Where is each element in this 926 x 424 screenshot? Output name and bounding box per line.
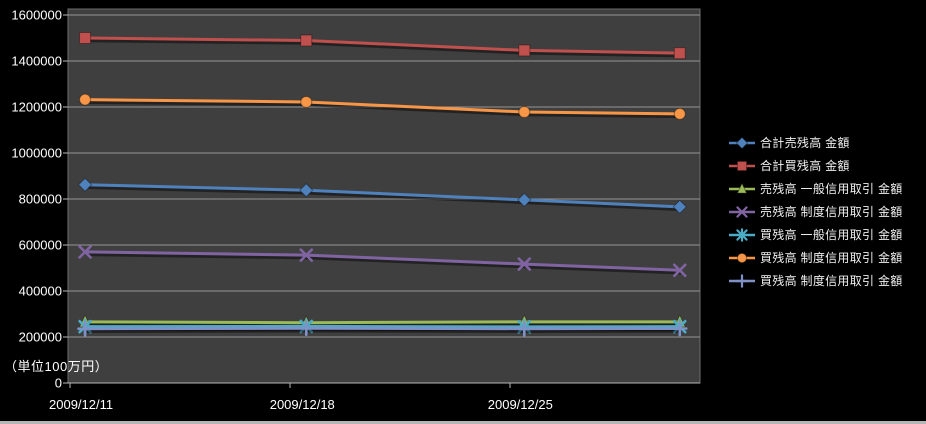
plus-marker-icon — [77, 320, 93, 337]
diamond-marker-icon — [735, 136, 749, 149]
legend-item-label: 合計売残高 金額 — [760, 136, 850, 150]
legend-item: 買残高 制度信用取引 金額 — [728, 246, 924, 269]
square-marker-icon — [79, 32, 92, 44]
square-marker-icon — [518, 44, 531, 57]
legend-item-label: 売残高 制度信用取引 金額 — [760, 205, 903, 219]
legend-triangle-marker-icon — [729, 181, 755, 194]
x-marker-icon — [78, 245, 92, 259]
x-marker-icon — [736, 205, 748, 218]
series-line-shadow — [86, 100, 682, 119]
square-marker-icon — [736, 160, 748, 171]
series-1 — [79, 32, 686, 60]
legend-x-marker-icon — [729, 205, 755, 218]
legend-item-label: 合計買残高 金額 — [760, 159, 850, 173]
x-axis-label: 2009/12/11 — [49, 397, 113, 412]
circle-marker-icon — [300, 95, 313, 108]
plus-marker-icon — [298, 320, 315, 337]
legend-item-label: 買残高 制度信用取引 金額 — [760, 251, 903, 265]
triangle-marker-icon — [736, 181, 748, 194]
series-line — [83, 36, 682, 55]
diamond-marker-icon — [672, 199, 687, 215]
square-marker-icon — [300, 34, 313, 47]
legend-item: 合計買残高 金額 — [728, 154, 924, 177]
series-line-shadow — [86, 38, 682, 58]
x-axis-label: 2009/12/25 — [488, 397, 553, 412]
series-line — [83, 250, 682, 272]
square-marker-icon — [673, 47, 686, 60]
plus-marker-icon — [516, 320, 533, 337]
series-line-shadow — [86, 185, 682, 212]
circle-marker-icon — [673, 107, 686, 120]
series-5 — [79, 93, 686, 120]
x-marker-icon — [299, 248, 314, 262]
legend-item: 売残高 一般信用取引 金額 — [728, 177, 924, 200]
y-axis-label: 200000 — [19, 330, 62, 345]
legend-circle-marker-icon — [729, 252, 755, 263]
y-axis-label: 0 — [55, 376, 62, 391]
plus-marker-icon — [735, 273, 749, 288]
legend-item-label: 買残高 制度信用取引 金額 — [760, 274, 903, 288]
x-axis-label: 2009/12/18 — [270, 397, 335, 412]
legend-item-label: 売残高 一般信用取引 金額 — [760, 182, 903, 196]
y-axis-label: 600000 — [19, 238, 62, 253]
plus-marker-icon — [671, 320, 688, 337]
series-3 — [78, 245, 687, 278]
circle-marker-icon — [518, 106, 531, 119]
diamond-marker-icon — [77, 177, 93, 192]
series-line — [83, 98, 682, 116]
legend-item: 合計売残高 金額 — [728, 131, 924, 154]
legend-item-label: 買残高 一般信用取引 金額 — [760, 228, 903, 242]
y-axis-label: 1400000 — [11, 54, 62, 69]
y-axis-label: 1200000 — [11, 100, 62, 115]
legend-item: 売残高 制度信用取引 金額 — [728, 200, 924, 223]
series-line — [83, 320, 682, 325]
asterisk-marker-icon — [736, 227, 748, 242]
unit-note-label: （単位100万円） — [4, 359, 109, 374]
series-6 — [77, 320, 688, 337]
y-axis-label: 1600000 — [11, 8, 62, 23]
x-marker-icon — [517, 257, 532, 271]
series-line-shadow — [86, 252, 682, 275]
legend-item: 買残高 一般信用取引 金額 — [728, 223, 924, 246]
x-marker-icon — [672, 263, 687, 278]
legend-asterisk-marker-icon — [729, 227, 755, 242]
legend-item: 買残高 制度信用取引 金額 — [728, 269, 924, 292]
circle-marker-icon — [79, 93, 92, 106]
series-line-shadow — [86, 322, 682, 327]
legend-diamond-marker-icon — [729, 136, 755, 149]
circle-marker-icon — [736, 252, 748, 263]
legend-square-marker-icon — [729, 160, 755, 171]
chart-legend: 合計売残高 金額 合計買残高 金額売残高 一般信用取引 金額 売残高 制度信用取引 … — [728, 131, 924, 292]
diamond-marker-icon — [517, 192, 532, 208]
y-axis-label: 1000000 — [11, 146, 62, 161]
y-axis-label: 800000 — [19, 192, 62, 207]
diamond-marker-icon — [299, 183, 314, 198]
series-line — [83, 183, 682, 209]
bottom-edge-strip — [0, 421, 926, 424]
series-0 — [77, 177, 687, 215]
legend-plus-marker-icon — [729, 273, 755, 288]
y-axis-label: 400000 — [19, 284, 62, 299]
